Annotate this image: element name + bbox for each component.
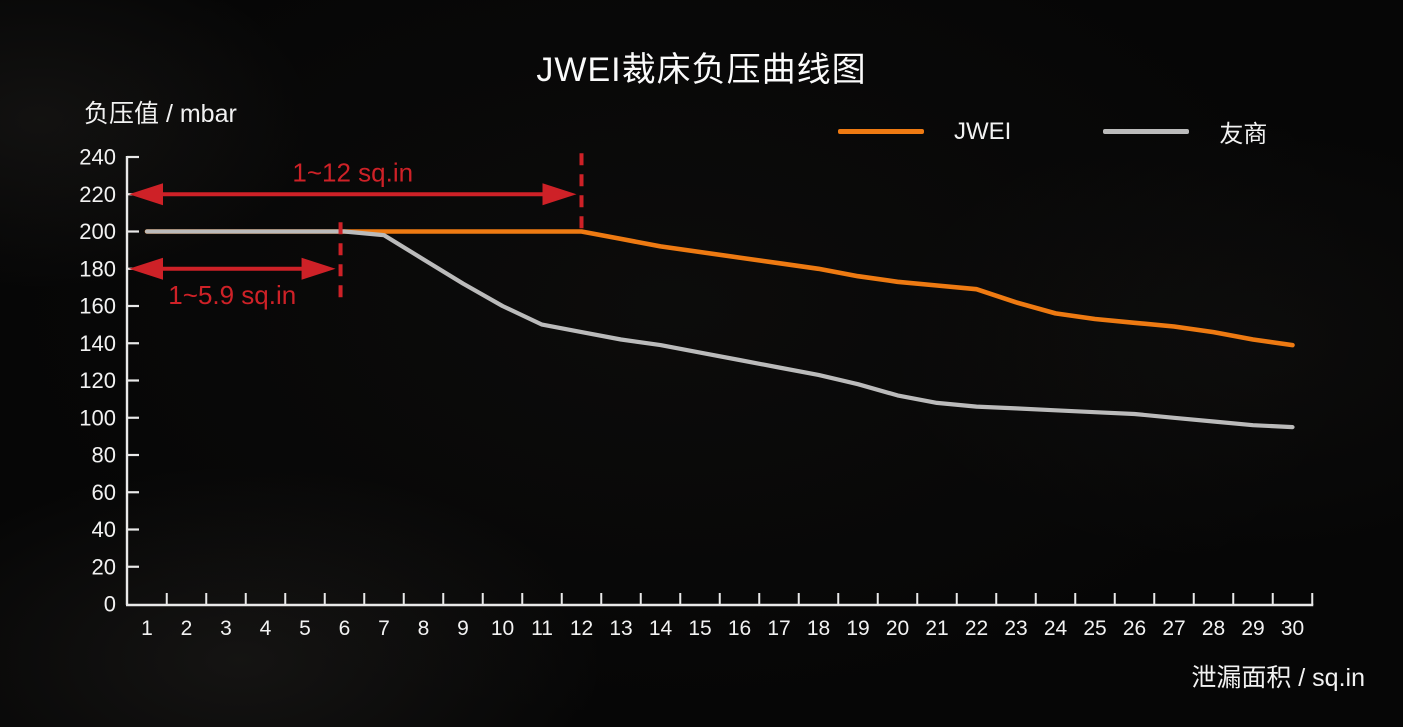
x-tick-label: 27 (1162, 617, 1185, 640)
axes (125, 156, 1314, 607)
y-axis-title: 负压值 / mbar (84, 100, 237, 128)
legend-label-competitor: 友商 (1219, 121, 1268, 148)
legend-swatch-jwei (838, 129, 924, 134)
competitor-line (144, 229, 1295, 430)
y-tick-label: 80 (92, 443, 116, 468)
page-title: JWEI裁床负压曲线图 (536, 51, 867, 89)
y-tick-label: 120 (79, 368, 116, 393)
x-tick-label: 21 (925, 617, 948, 640)
x-tick-label: 23 (1004, 617, 1027, 640)
x-tick-label: 24 (1044, 617, 1068, 640)
x-tick-label: 22 (965, 617, 988, 640)
x-tick-label: 14 (649, 617, 673, 640)
x-tick-label: 28 (1202, 617, 1225, 640)
x-tick-label: 12 (570, 617, 593, 640)
x-tick-label: 3 (220, 617, 232, 640)
y-tick-label: 140 (79, 331, 116, 356)
x-tick-label: 18 (807, 617, 830, 640)
x-tick-label: 4 (260, 617, 272, 640)
y-tick-label: 180 (79, 256, 116, 281)
y-tick-label: 40 (92, 517, 116, 542)
x-tick-label: 30 (1281, 617, 1304, 640)
y-tick-label: 220 (79, 182, 116, 207)
x-tick-label: 8 (418, 617, 430, 640)
x-tick-label: 5 (299, 617, 311, 640)
x-tick-label: 2 (181, 617, 193, 640)
x-tick-label: 10 (491, 617, 514, 640)
arrowhead-left (129, 257, 163, 280)
range-annotation-label: 1~12 sq.in (292, 157, 413, 187)
x-tick-label: 1 (141, 617, 153, 640)
x-tick-label: 25 (1083, 617, 1106, 640)
arrowhead-right (542, 183, 577, 206)
x-axis-title: 泄漏面积 / sq.in (1191, 664, 1365, 692)
arrowhead-left (129, 183, 163, 206)
range-annotation-label: 1~5.9 sq.in (168, 280, 296, 310)
x-tick-label: 6 (339, 617, 351, 640)
x-tick-label: 9 (457, 617, 469, 640)
y-tick-label: 100 (79, 405, 116, 430)
x-tick-label: 20 (886, 617, 909, 640)
jwei-line (144, 229, 1295, 348)
x-tick-label: 7 (378, 617, 390, 640)
y-tick-label: 200 (79, 219, 116, 244)
y-tick-label: 160 (79, 294, 116, 319)
x-tick-label: 16 (728, 617, 751, 640)
y-tick-label: 0 (104, 592, 116, 617)
x-tick-label: 11 (531, 617, 553, 640)
x-tick-label: 17 (767, 617, 790, 640)
x-tick-label: 26 (1123, 617, 1146, 640)
y-tick-label: 20 (92, 554, 116, 579)
x-tick-label: 13 (609, 617, 632, 640)
x-tick-label: 15 (688, 617, 711, 640)
x-tick-label: 29 (1241, 617, 1264, 640)
y-tick-label: 240 (79, 145, 116, 170)
legend-label-jwei: JWEI (954, 117, 1012, 145)
legend-swatch-competitor (1103, 129, 1190, 134)
arrowhead-right (301, 257, 336, 280)
x-tick-label: 19 (846, 617, 869, 640)
y-tick-label: 60 (92, 480, 116, 505)
legend: JWEI 友商 (838, 114, 1267, 149)
